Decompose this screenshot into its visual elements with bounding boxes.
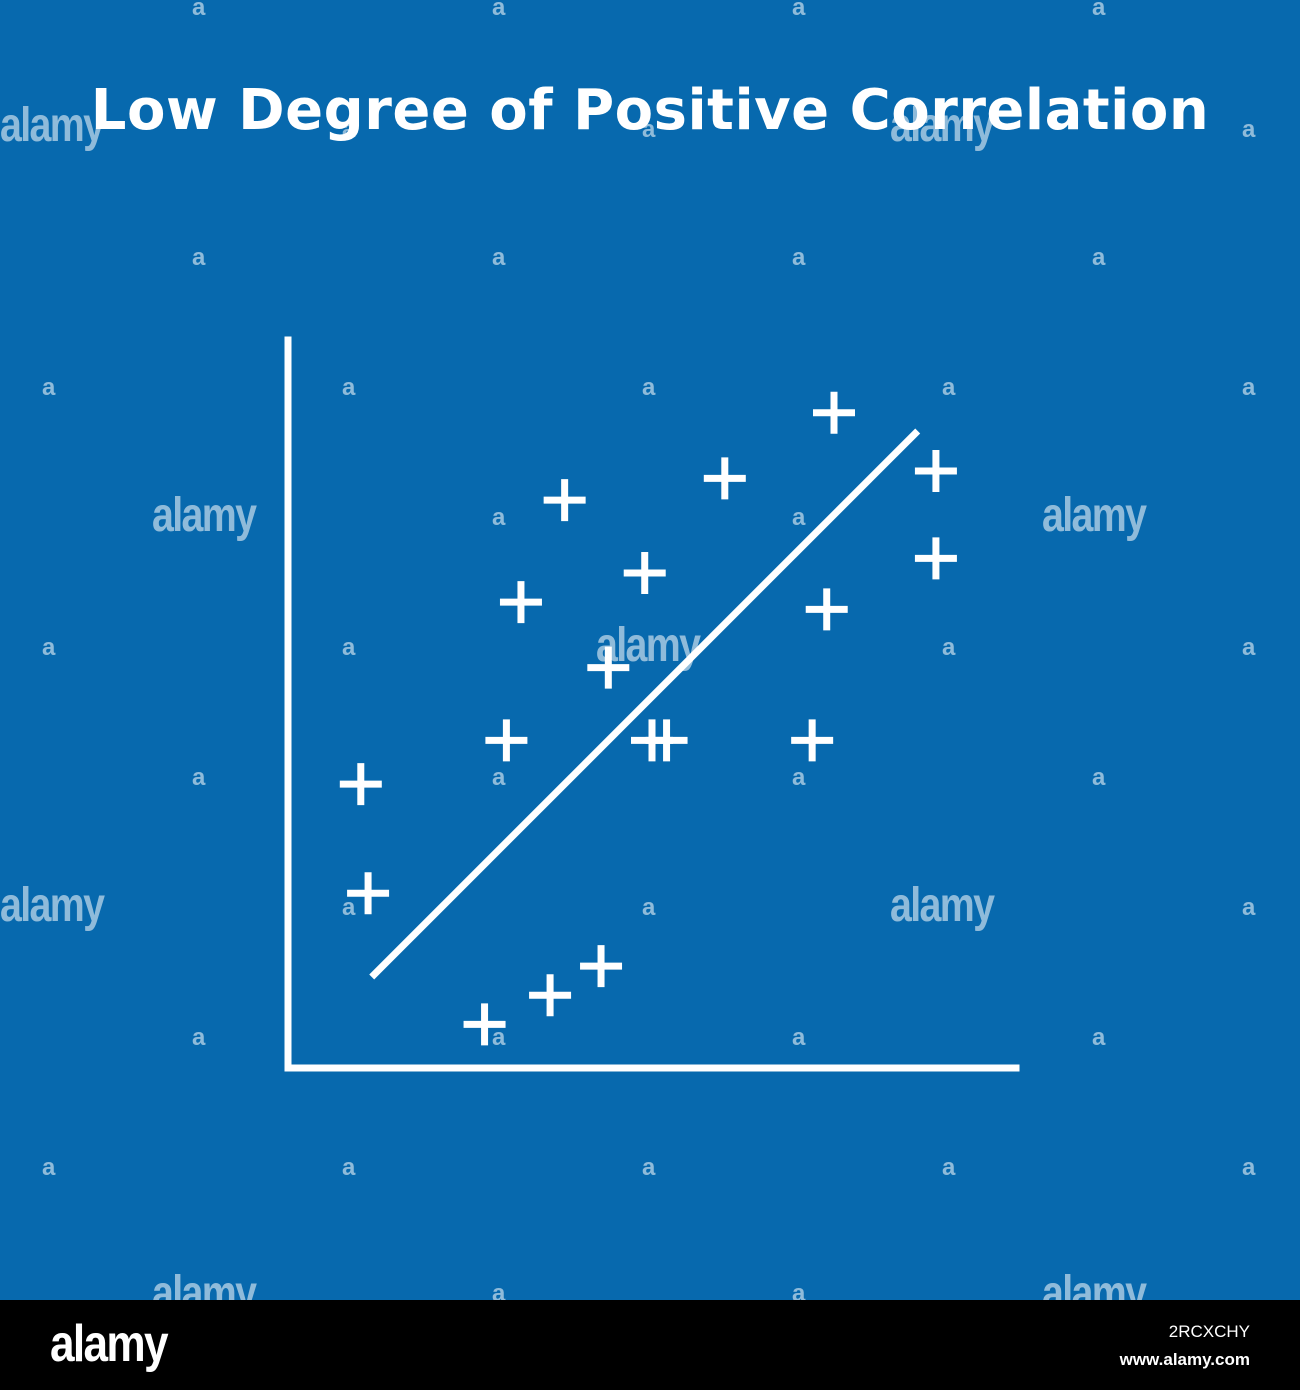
data-point	[805, 588, 848, 631]
data-point	[347, 872, 390, 915]
site-url: www.alamy.com	[1119, 1350, 1250, 1369]
data-point	[914, 537, 957, 580]
data-point	[543, 479, 586, 522]
data-point	[703, 457, 746, 500]
image-id: 2RCXCHY	[1168, 1322, 1250, 1341]
data-point	[791, 719, 834, 762]
data-point	[339, 763, 382, 806]
footer-logo: alamy	[50, 1315, 169, 1373]
data-point	[529, 974, 572, 1017]
data-point	[463, 1003, 506, 1046]
chart-title: Low Degree of Positive Correlation	[90, 78, 1210, 143]
data-point	[631, 719, 673, 762]
data-point	[914, 450, 957, 493]
data-point	[580, 945, 623, 988]
chart-canvas: Low Degree of Positive Correlation alamy…	[0, 0, 1256, 1300]
data-point	[485, 719, 528, 762]
scatter-plot	[284, 336, 1020, 1072]
data-point	[499, 581, 542, 624]
footer-bar: alamy 2RCXCHY www.alamy.com	[0, 1300, 1300, 1390]
data-points	[339, 391, 957, 1046]
data-point	[813, 391, 855, 434]
data-point	[587, 646, 630, 689]
data-point	[623, 551, 666, 594]
trend-line	[369, 428, 921, 980]
